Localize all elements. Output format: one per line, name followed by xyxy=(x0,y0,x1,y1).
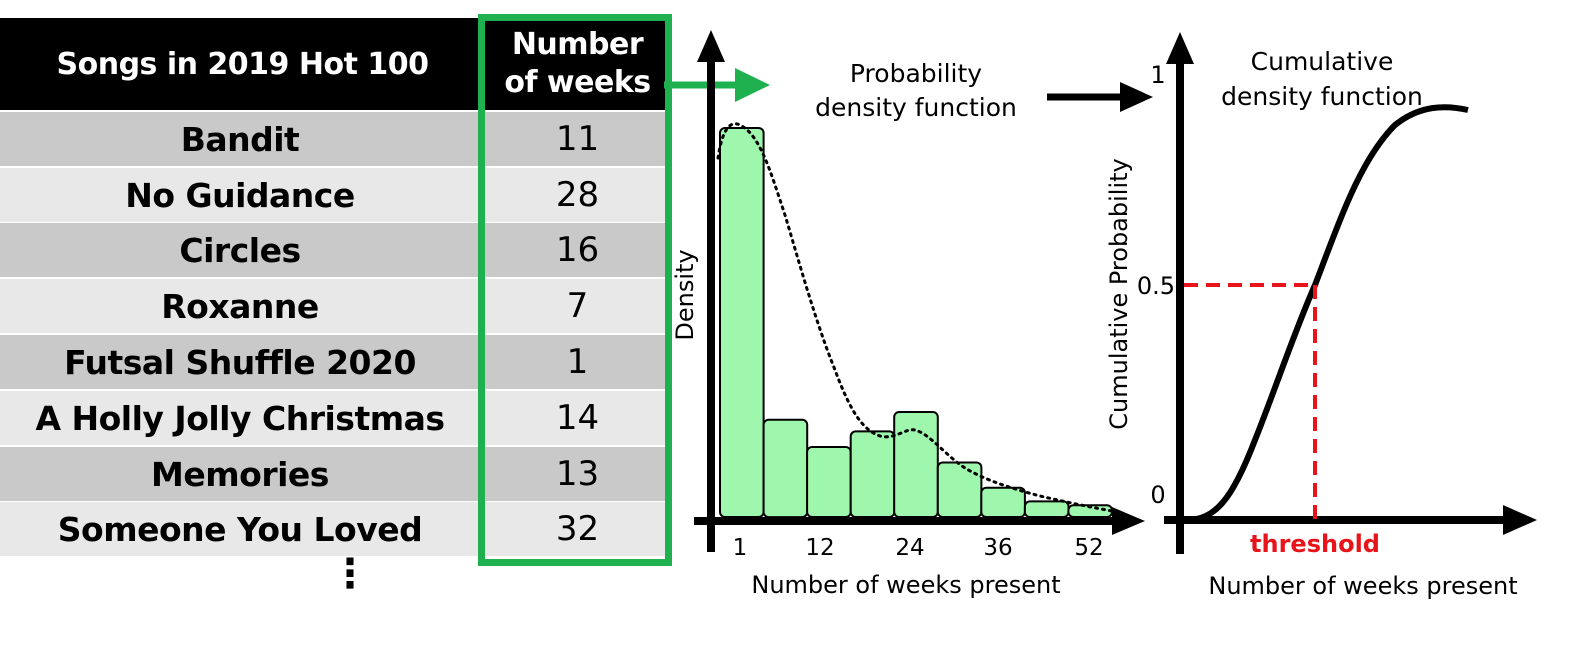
density-curve xyxy=(716,122,1114,513)
cdf-chart: 1 0.5 0 threshold Number of weeks presen… xyxy=(1105,32,1537,600)
histogram-bar xyxy=(806,446,852,518)
song-name: Futsal Shuffle 2020 xyxy=(0,335,480,389)
table-row: Roxanne 7 xyxy=(0,279,670,333)
cdf-x-arrowhead xyxy=(1503,505,1537,535)
cdf-y-tick-label: 1 xyxy=(1150,61,1165,89)
histogram-bar xyxy=(936,461,983,518)
table-row: Circles 16 xyxy=(0,223,670,277)
table-row: Bandit 11 xyxy=(0,112,670,166)
weeks-value: 13 xyxy=(485,447,670,501)
weeks-value: 11 xyxy=(485,112,670,166)
song-name: Bandit xyxy=(0,112,480,166)
histogram-bar xyxy=(719,127,765,518)
table-to-pdf-arrow xyxy=(664,68,770,102)
cdf-title-line1: Cumulative xyxy=(1251,47,1394,76)
cdf-y-axis-label: Cumulative Probability xyxy=(1105,158,1133,429)
weeks-value: 1 xyxy=(485,335,670,389)
histogram-bar xyxy=(849,430,896,518)
pdf-tick-label: 36 xyxy=(983,535,1012,561)
table-row: No Guidance 28 xyxy=(0,168,670,222)
weeks-value: 16 xyxy=(485,223,670,277)
pdf-title-line1: Probability xyxy=(850,59,982,88)
pdf-x-axis-label: Number of weeks present xyxy=(751,571,1060,599)
song-name: Circles xyxy=(0,223,480,277)
table-row: Futsal Shuffle 2020 1 xyxy=(0,335,670,389)
weeks-value: 7 xyxy=(485,279,670,333)
histogram-bar xyxy=(762,418,809,519)
song-name: Memories xyxy=(0,447,480,501)
song-name: No Guidance xyxy=(0,168,480,222)
pdf-tick-label: 24 xyxy=(895,535,924,561)
pdf-y-arrowhead xyxy=(697,30,725,62)
cdf-title-line2: density function xyxy=(1221,82,1423,111)
table-row: Someone You Loved 32 xyxy=(0,502,670,556)
cdf-curve xyxy=(1185,104,1469,523)
header-songs: Songs in 2019 Hot 100 xyxy=(0,18,485,110)
table-row: A Holly Jolly Christmas 14 xyxy=(0,391,670,445)
histogram-bar xyxy=(893,411,939,518)
threshold-label: threshold xyxy=(1250,530,1380,558)
histogram-bars xyxy=(719,127,1114,519)
pdf-x-arrowhead xyxy=(1112,507,1145,535)
header-weeks: Number of weeks xyxy=(485,18,670,110)
pdf-title-line2: density function xyxy=(815,93,1017,122)
cdf-y-arrowhead xyxy=(1166,32,1194,64)
weeks-value: 32 xyxy=(485,502,670,556)
cdf-y-tick-label: 0 xyxy=(1150,481,1165,509)
cdf-y-tick-label: 0.5 xyxy=(1137,272,1175,300)
pdf-tick-label: 1 xyxy=(733,535,748,561)
weeks-value: 14 xyxy=(485,391,670,445)
header-weeks-line2: of weeks xyxy=(504,65,651,100)
pdf-tick-label: 12 xyxy=(805,535,834,561)
header-weeks-line1: Number xyxy=(511,27,644,62)
weeks-value: 28 xyxy=(485,168,670,222)
song-name: Roxanne xyxy=(0,279,480,333)
pdf-y-axis-label: Density xyxy=(671,249,699,340)
pdf-tick-label: 52 xyxy=(1074,535,1103,561)
pdf-chart: 1 12 24 36 52 Number of weeks present De… xyxy=(671,30,1145,599)
histogram-bar xyxy=(980,486,1026,518)
histogram-bar xyxy=(1023,500,1070,518)
table-row: Memories 13 xyxy=(0,447,670,501)
song-name: Someone You Loved xyxy=(0,502,480,556)
pdf-to-cdf-arrow xyxy=(1047,82,1153,112)
song-name: A Holly Jolly Christmas xyxy=(0,391,480,445)
cdf-x-axis-label: Number of weeks present xyxy=(1208,572,1517,600)
